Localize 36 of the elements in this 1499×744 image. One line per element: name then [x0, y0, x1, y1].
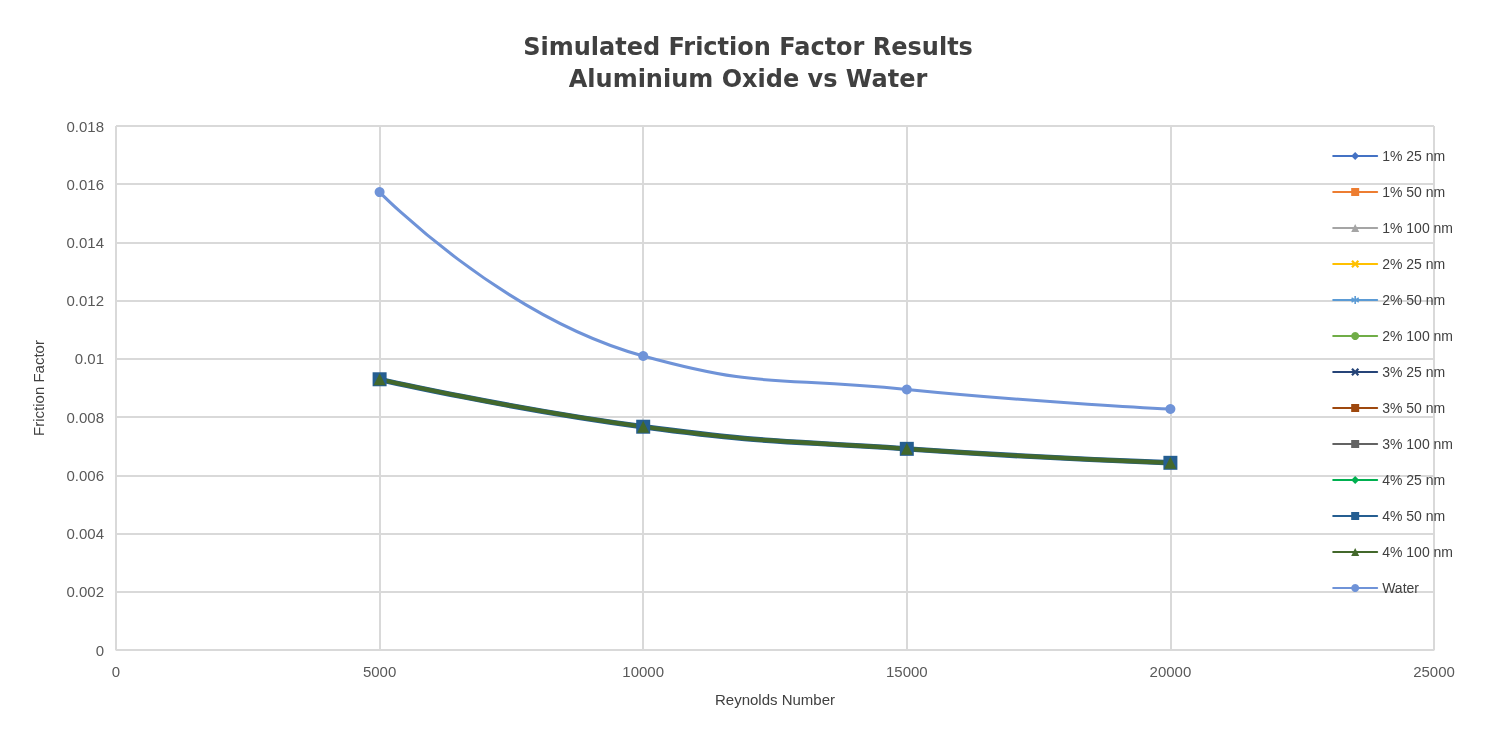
legend-label: 1% 100 nm	[1382, 220, 1454, 236]
y-tick-label: 0	[95, 641, 104, 659]
y-tick-label: 0.002	[66, 583, 104, 601]
legend-label: 3% 25 nm	[1382, 364, 1446, 380]
y-tick-label: 0.018	[66, 117, 104, 135]
legend-label: 2% 25 nm	[1382, 256, 1446, 272]
legend-label: 1% 25 nm	[1382, 148, 1446, 164]
legend-label: 2% 50 nm	[1382, 292, 1446, 308]
x-tick-label: 15000	[885, 663, 928, 680]
y-tick-label: 0.006	[66, 466, 104, 484]
y-tick-label: 0.008	[66, 408, 104, 426]
legend-label: 2% 100 nm	[1382, 328, 1454, 344]
legend-label: 1% 50 nm	[1382, 184, 1446, 200]
y-tick-label: 0.012	[66, 292, 104, 310]
legend-label: 3% 100 nm	[1382, 436, 1454, 452]
legend-label: Water	[1382, 580, 1420, 596]
point	[901, 384, 912, 395]
legend-label: 4% 100 nm	[1382, 544, 1454, 560]
y-axis-title: Friction Factor	[30, 340, 47, 436]
y-tick-label: 0.016	[66, 175, 104, 193]
x-tick-label: 10000	[622, 663, 665, 680]
x-tick-label: 25000	[1413, 663, 1455, 680]
x-axis-title: Reynolds Number	[714, 691, 836, 708]
point	[638, 350, 649, 361]
x-tick-label: 5000	[362, 663, 397, 680]
y-tick-label: 0.004	[66, 525, 104, 543]
legend-label: 4% 50 nm	[1382, 508, 1446, 524]
point	[374, 187, 385, 198]
chart-title: Simulated Friction Factor Results Aluminium Oxide vs Water	[523, 33, 973, 93]
y-tick-label: 0.01	[74, 350, 104, 368]
point	[1165, 403, 1176, 414]
legend-label: 3% 50 nm	[1382, 400, 1446, 416]
legend-label: 4% 25 nm	[1382, 472, 1446, 488]
x-tick-label: 20000	[1149, 663, 1192, 680]
x-tick-label: 0	[111, 663, 121, 680]
y-tick-label: 0.014	[66, 233, 104, 251]
